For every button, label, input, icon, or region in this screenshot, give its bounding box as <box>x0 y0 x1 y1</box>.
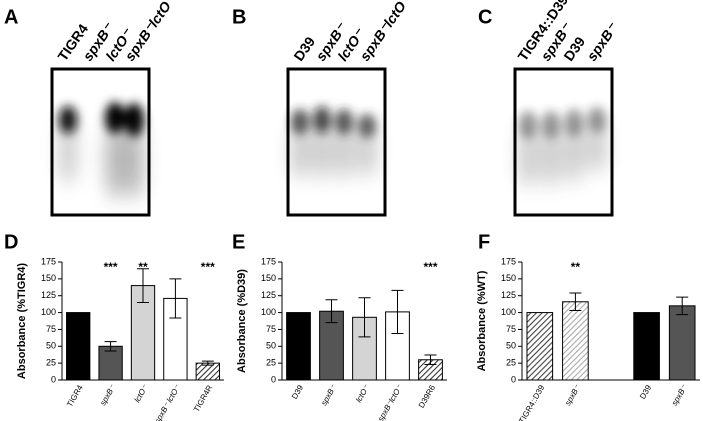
y-tick-label: 125 <box>261 290 276 300</box>
y-tick-label: 175 <box>501 256 516 266</box>
error-bar <box>391 289 404 334</box>
error-bar <box>169 278 182 319</box>
y-tick-label: 100 <box>41 307 56 317</box>
blot <box>513 67 614 217</box>
significance-label: ** <box>138 260 148 274</box>
panel-label: A <box>4 6 18 28</box>
significance-label: *** <box>423 260 437 274</box>
y-axis-label: Absorbance (%D39) <box>236 269 248 373</box>
y-tick-label: 125 <box>41 290 56 300</box>
y-tick-label: 0 <box>271 374 276 384</box>
y-tick-label: 100 <box>501 307 516 317</box>
bar <box>195 362 220 381</box>
bar <box>526 312 554 381</box>
y-tick-label: 50 <box>266 341 276 351</box>
bar <box>66 312 91 381</box>
panel-label: F <box>478 231 490 253</box>
y-tick-label: 25 <box>266 358 276 368</box>
y-tick-label: 150 <box>261 273 276 283</box>
error-bar <box>569 292 582 312</box>
significance-label: *** <box>201 260 215 274</box>
y-axis-label: Absorbance (%TIGR4) <box>16 263 28 379</box>
y-tick-label: 75 <box>46 324 56 334</box>
error-bar <box>424 354 437 365</box>
error-bar <box>137 268 149 303</box>
y-tick-label: 150 <box>41 273 56 283</box>
y-tick-label: 150 <box>501 273 516 283</box>
significance-label: ** <box>571 260 581 274</box>
y-tick-label: 75 <box>266 324 276 334</box>
y-tick-label: 25 <box>46 358 56 368</box>
panel-label: D <box>4 231 18 253</box>
y-axis-label: Absorbance (%WT) <box>476 270 488 371</box>
bar <box>562 301 589 381</box>
bar <box>633 312 660 381</box>
y-tick-label: 175 <box>261 256 276 266</box>
error-bar <box>358 297 371 338</box>
bar <box>286 312 311 381</box>
y-tick-label: 0 <box>511 374 516 384</box>
y-tick-label: 50 <box>506 341 516 351</box>
error-bar <box>104 341 117 352</box>
y-tick-label: 25 <box>506 358 516 368</box>
y-tick-label: 100 <box>261 307 276 317</box>
blot <box>50 67 151 217</box>
y-tick-label: 175 <box>41 256 56 266</box>
panel-label: E <box>232 231 245 253</box>
y-tick-label: 50 <box>46 341 56 351</box>
y-tick-label: 125 <box>501 290 516 300</box>
blot <box>286 67 387 217</box>
panel-label: B <box>232 6 246 28</box>
error-bar <box>676 296 689 316</box>
significance-label: *** <box>104 260 118 274</box>
bar <box>668 305 696 381</box>
y-tick-label: 0 <box>51 374 56 384</box>
error-bar <box>325 299 338 324</box>
error-bar <box>201 360 214 366</box>
panel-label: C <box>478 6 492 28</box>
y-tick-label: 75 <box>506 324 516 334</box>
